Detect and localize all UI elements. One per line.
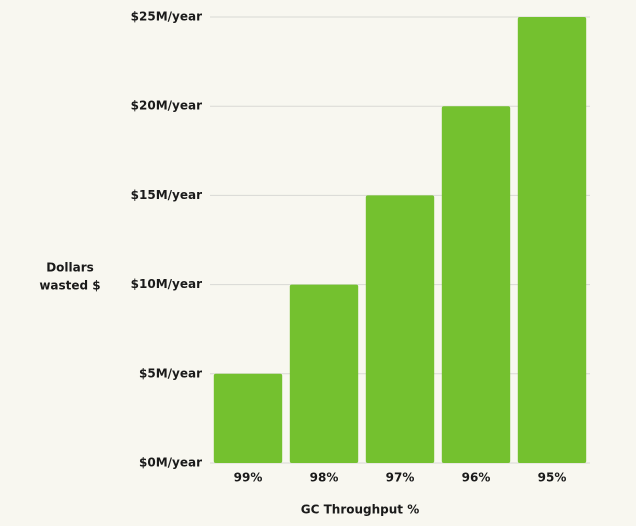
bar: [213, 373, 283, 463]
bar: [441, 106, 511, 463]
y-tick-label: $10M/year: [131, 277, 202, 291]
y-tick-label: $15M/year: [131, 188, 202, 202]
y-tick-label: $20M/year: [131, 99, 202, 113]
y-axis-label-line: wasted $: [39, 279, 100, 293]
x-tick-label: 96%: [462, 471, 491, 485]
y-tick-label: $0M/year: [139, 456, 202, 470]
x-tick-label: 98%: [310, 471, 339, 485]
x-tick-label: 97%: [386, 471, 415, 485]
x-tick-label: 95%: [538, 471, 567, 485]
x-tick-label: 99%: [234, 471, 263, 485]
y-tick-label: $5M/year: [139, 366, 202, 380]
bar: [517, 17, 587, 463]
bar: [289, 284, 359, 463]
y-tick-label: $25M/year: [131, 10, 202, 24]
x-axis-label: GC Throughput %: [301, 503, 419, 517]
bar: [365, 195, 435, 463]
y-axis-label-line: Dollars: [46, 261, 94, 275]
